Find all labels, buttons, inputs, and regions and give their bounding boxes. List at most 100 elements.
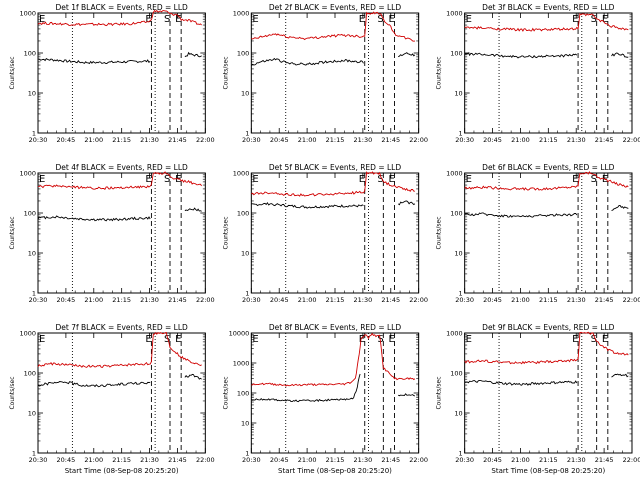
marker-letter: E: [388, 334, 394, 345]
y-axis-label: Counts/sec: [436, 56, 443, 89]
x-tick-label: 21:00: [511, 136, 530, 144]
y-tick-label: 1: [459, 129, 463, 137]
x-tick-label: 21:15: [539, 296, 558, 304]
x-tick-label: 20:45: [483, 136, 502, 144]
panel-title: Det 6f BLACK = Events, RED = LLD: [482, 163, 615, 172]
series-line-events: [251, 373, 361, 403]
marker-letter: S: [164, 174, 170, 185]
marker-letter: E: [145, 334, 151, 345]
x-tick-label: 21:45: [595, 136, 614, 144]
x-tick-label: 20:30: [242, 136, 261, 144]
plot-frame: [250, 12, 420, 134]
marker-letter: E: [388, 174, 394, 185]
x-tick-label: 20:30: [455, 456, 474, 464]
y-tick-label: 10: [241, 89, 249, 97]
x-tick-label: 22:00: [623, 296, 640, 304]
x-tick-label: 21:30: [354, 136, 373, 144]
y-tick-label: 10: [241, 419, 249, 427]
marker-letter: E: [252, 14, 258, 25]
y-tick-label: 1000: [446, 329, 463, 337]
x-tick-label: 20:30: [455, 296, 474, 304]
detector-panel-1: Det 1f BLACK = Events, RED = LLD Counts/s…: [9, 3, 215, 144]
series-line-lld: [464, 12, 629, 32]
marker-letter: E: [39, 334, 45, 345]
x-tick-label: 20:30: [242, 456, 261, 464]
x-tick-label: 20:30: [29, 136, 48, 144]
x-tick-label: 20:45: [57, 296, 76, 304]
y-tick-label: 1: [245, 289, 249, 297]
x-tick-label: 21:45: [168, 456, 187, 464]
y-tick-label: 1: [459, 289, 463, 297]
panel-title: Det 2f BLACK = Events, RED = LLD: [269, 3, 402, 12]
x-tick-label: 21:15: [326, 136, 345, 144]
y-tick-label: 1: [245, 129, 249, 137]
x-tick-label: 22:00: [196, 136, 215, 144]
plot-frame: [250, 332, 420, 454]
series-line-lld: [464, 171, 629, 191]
y-tick-label: 1: [32, 129, 36, 137]
series-line-events: [464, 379, 578, 386]
x-tick-label: 21:30: [140, 296, 159, 304]
x-tick-label: 20:30: [455, 136, 474, 144]
y-axis-label: Counts/sec: [9, 216, 16, 249]
plot-frame: [37, 12, 206, 134]
series-line-events: [397, 200, 416, 206]
x-tick-label: 21:30: [567, 296, 586, 304]
marker-letter: S: [591, 334, 597, 345]
series-line-events: [397, 52, 416, 58]
x-tick-label: 21:30: [567, 456, 586, 464]
y-axis-label: Counts/sec: [222, 56, 229, 89]
x-tick-label: 21:45: [381, 296, 400, 304]
detector-panel-9: Det 9f BLACK = Events, RED = LLD Counts/s…: [436, 323, 640, 475]
x-tick-label: 21:15: [112, 296, 131, 304]
plot-frame: [37, 332, 206, 454]
detector-panel-5: Det 5f BLACK = Events, RED = LLD Counts/s…: [222, 163, 428, 304]
x-tick-label: 20:45: [270, 296, 289, 304]
x-tick-label: 21:00: [298, 136, 317, 144]
y-tick-label: 100: [24, 49, 36, 57]
y-tick-label: 1000: [19, 169, 36, 177]
x-tick-label: 21:45: [168, 296, 187, 304]
marker-letter: S: [164, 14, 170, 25]
x-tick-label: 21:00: [511, 456, 530, 464]
series-line-lld: [37, 331, 202, 368]
series-line-lld: [251, 171, 415, 197]
y-tick-label: 10: [28, 89, 36, 97]
panel-title: Det 3f BLACK = Events, RED = LLD: [482, 3, 615, 12]
x-tick-label: 21:00: [298, 456, 317, 464]
marker-letter: E: [175, 334, 181, 345]
marker-letter: S: [377, 174, 383, 185]
x-axis-label: Start Time (08-Sep-08 20:25:20): [491, 467, 605, 475]
y-tick-label: 1: [32, 289, 36, 297]
y-tick-label: 100: [237, 389, 249, 397]
panel-title: Det 4f BLACK = Events, RED = LLD: [56, 163, 189, 172]
x-tick-label: 21:45: [595, 296, 614, 304]
y-axis-label: Counts/sec: [222, 216, 229, 249]
y-tick-label: 100: [450, 209, 462, 217]
series-line-events: [611, 373, 629, 378]
series-line-events: [37, 215, 151, 222]
x-tick-label: 21:15: [539, 456, 558, 464]
x-tick-label: 20:45: [270, 136, 289, 144]
x-axis-label: Start Time (08-Sep-08 20:25:20): [278, 467, 392, 475]
series-line-events: [37, 57, 151, 65]
marker-letter: E: [145, 14, 151, 25]
y-axis-label: Counts/sec: [9, 376, 16, 409]
marker-letter: E: [602, 14, 608, 25]
y-axis-label: Counts/sec: [9, 56, 16, 89]
y-tick-label: 100: [24, 369, 36, 377]
marker-letter: S: [591, 174, 597, 185]
x-tick-label: 22:00: [623, 136, 640, 144]
plot-frame: [464, 332, 633, 454]
x-tick-label: 22:00: [409, 136, 428, 144]
series-line-events: [37, 381, 151, 388]
x-tick-label: 21:15: [539, 136, 558, 144]
plot-frame: [37, 172, 206, 294]
y-tick-label: 10: [28, 249, 36, 257]
marker-letter: E: [39, 174, 45, 185]
x-tick-label: 22:00: [409, 456, 428, 464]
marker-letter: E: [145, 174, 151, 185]
x-tick-label: 20:30: [242, 296, 261, 304]
y-axis-label: Counts/sec: [436, 216, 443, 249]
y-tick-label: 1000: [446, 169, 463, 177]
